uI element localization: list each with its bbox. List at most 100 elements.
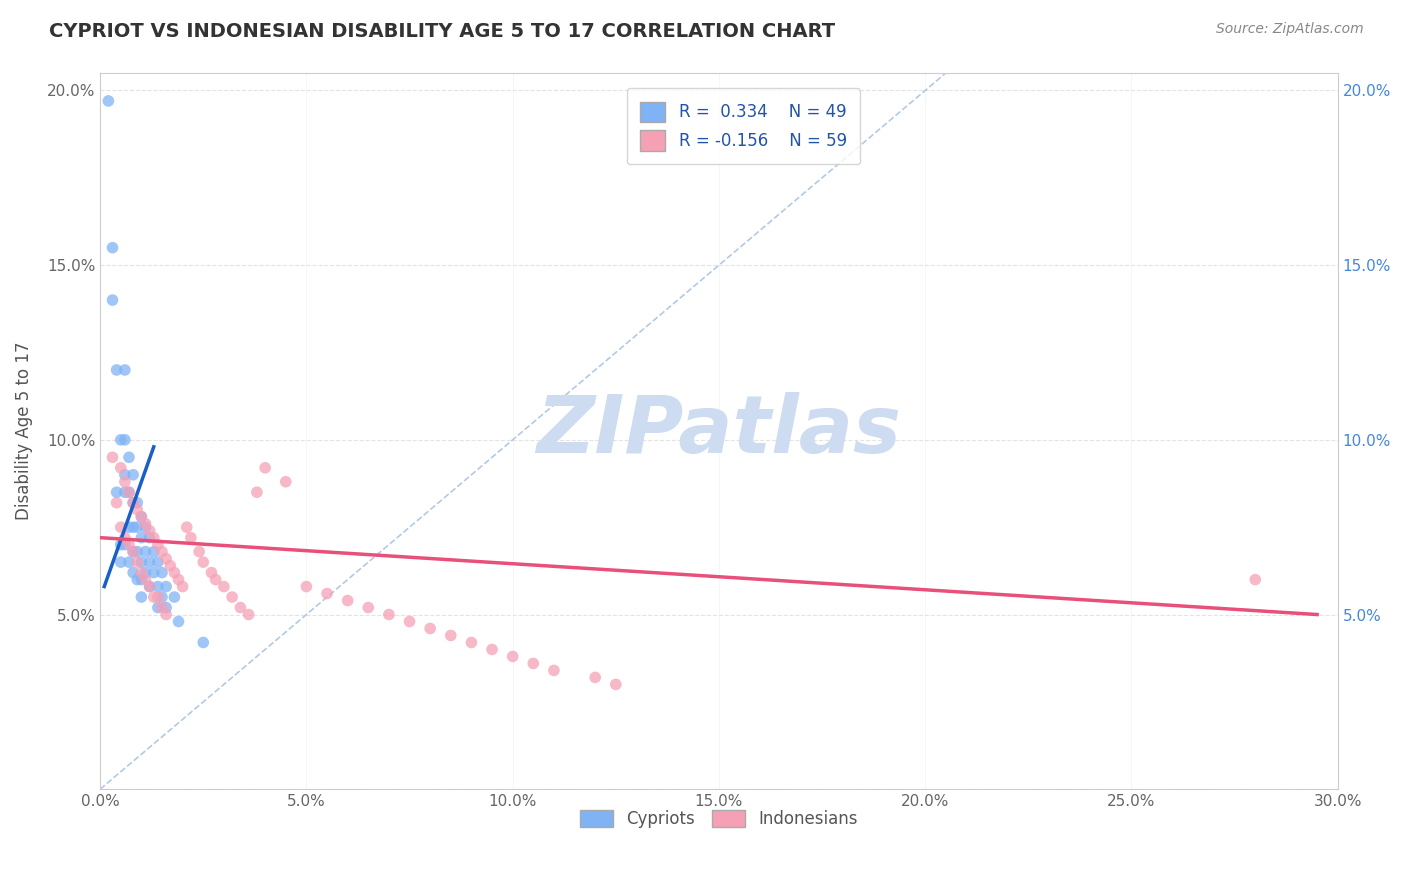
Point <box>122 544 145 558</box>
Point <box>155 607 177 622</box>
Point <box>316 586 339 600</box>
Point <box>110 538 132 552</box>
Point <box>378 607 401 622</box>
Point <box>138 580 160 594</box>
Point <box>146 580 169 594</box>
Point <box>127 496 149 510</box>
Y-axis label: Disability Age 5 to 17: Disability Age 5 to 17 <box>15 342 32 520</box>
Point <box>131 509 153 524</box>
Point <box>134 566 156 580</box>
Point <box>114 467 136 482</box>
Point <box>122 467 145 482</box>
Point <box>105 496 128 510</box>
Point <box>101 450 124 465</box>
Point <box>155 600 177 615</box>
Point <box>114 538 136 552</box>
Point <box>502 649 524 664</box>
Point <box>105 363 128 377</box>
Point <box>142 566 165 580</box>
Point <box>146 555 169 569</box>
Point <box>419 622 441 636</box>
Point <box>142 544 165 558</box>
Point <box>163 590 186 604</box>
Point <box>101 293 124 307</box>
Point <box>122 496 145 510</box>
Point <box>200 566 222 580</box>
Point <box>138 555 160 569</box>
Point <box>118 555 141 569</box>
Point <box>127 573 149 587</box>
Text: ZIPatlas: ZIPatlas <box>537 392 901 470</box>
Point <box>522 657 544 671</box>
Point <box>114 475 136 489</box>
Point <box>146 538 169 552</box>
Point <box>118 538 141 552</box>
Point <box>114 531 136 545</box>
Point <box>131 531 153 545</box>
Point <box>274 475 297 489</box>
Point <box>127 544 149 558</box>
Point <box>398 615 420 629</box>
Point <box>212 580 235 594</box>
Point <box>118 450 141 465</box>
Point <box>188 544 211 558</box>
Point <box>357 600 380 615</box>
Point <box>131 573 153 587</box>
Point <box>134 516 156 531</box>
Point <box>127 555 149 569</box>
Point <box>131 509 153 524</box>
Point <box>134 573 156 587</box>
Point <box>110 460 132 475</box>
Point <box>110 555 132 569</box>
Point <box>150 600 173 615</box>
Point <box>138 580 160 594</box>
Point <box>138 531 160 545</box>
Point <box>176 520 198 534</box>
Point <box>1244 573 1267 587</box>
Point <box>460 635 482 649</box>
Point <box>118 520 141 534</box>
Point <box>118 485 141 500</box>
Legend: Cypriots, Indonesians: Cypriots, Indonesians <box>574 803 865 835</box>
Point <box>97 94 120 108</box>
Point <box>167 615 190 629</box>
Point <box>138 524 160 538</box>
Point <box>204 573 226 587</box>
Point <box>146 590 169 604</box>
Point <box>163 566 186 580</box>
Point <box>150 590 173 604</box>
Point <box>193 555 215 569</box>
Point <box>246 485 269 500</box>
Point <box>105 485 128 500</box>
Point <box>142 531 165 545</box>
Point <box>254 460 277 475</box>
Point <box>481 642 503 657</box>
Point <box>336 593 359 607</box>
Point <box>122 544 145 558</box>
Text: CYPRIOT VS INDONESIAN DISABILITY AGE 5 TO 17 CORRELATION CHART: CYPRIOT VS INDONESIAN DISABILITY AGE 5 T… <box>49 22 835 41</box>
Point <box>229 600 252 615</box>
Point <box>131 590 153 604</box>
Point <box>122 496 145 510</box>
Point <box>101 241 124 255</box>
Point <box>122 520 145 534</box>
Point <box>605 677 627 691</box>
Point <box>110 520 132 534</box>
Point <box>150 566 173 580</box>
Point <box>295 580 318 594</box>
Point <box>172 580 194 594</box>
Point <box>543 664 565 678</box>
Point <box>134 544 156 558</box>
Point <box>238 607 260 622</box>
Text: Source: ZipAtlas.com: Source: ZipAtlas.com <box>1216 22 1364 37</box>
Point <box>114 485 136 500</box>
Point <box>146 600 169 615</box>
Point <box>122 566 145 580</box>
Point <box>127 502 149 516</box>
Point <box>221 590 243 604</box>
Point <box>150 544 173 558</box>
Point <box>583 670 606 684</box>
Point <box>440 628 463 642</box>
Point <box>142 590 165 604</box>
Point <box>155 580 177 594</box>
